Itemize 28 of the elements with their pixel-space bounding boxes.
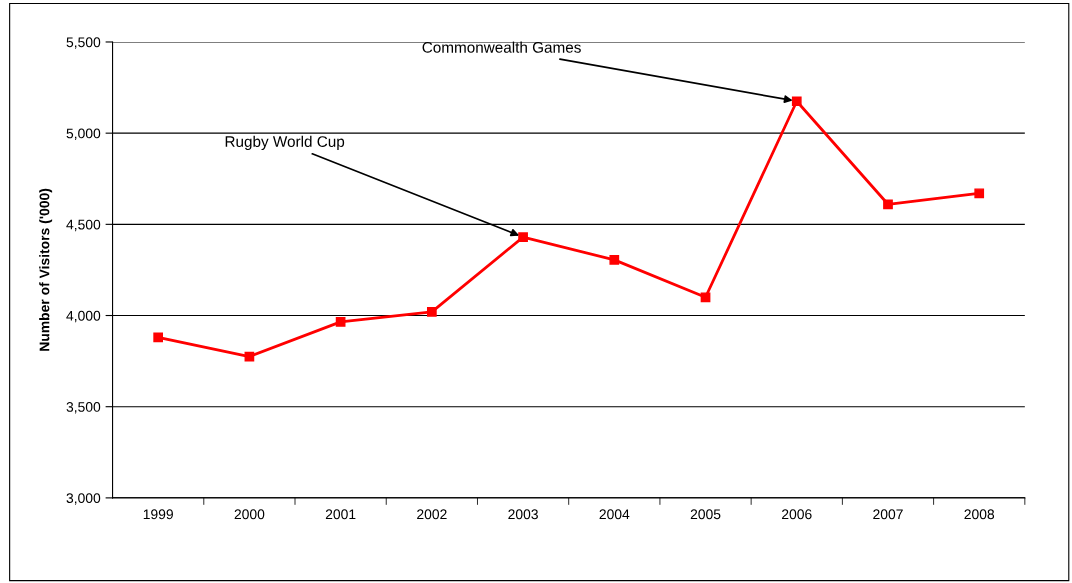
annotation: Commonwealth Games — [422, 41, 581, 53]
annotation: Rugby World Cup — [225, 135, 345, 150]
point — [518, 232, 528, 242]
y-tick-label: 3,000 — [66, 493, 101, 505]
x-tick-label: 2007 — [873, 509, 903, 520]
x-tick-label: 2002 — [417, 509, 447, 520]
y-tick-label: 3,500 — [66, 402, 101, 414]
y-tick-label: 4,500 — [66, 219, 101, 232]
x-tick-label: 1999 — [143, 509, 173, 520]
point — [974, 188, 985, 199]
point — [153, 332, 164, 343]
y-tick-label: 5,500 — [66, 37, 101, 49]
point — [335, 317, 346, 327]
point — [700, 292, 711, 303]
y-tick-label: 4,000 — [66, 310, 101, 323]
x-tick-label: 2003 — [508, 509, 538, 520]
x-tick-label: 2001 — [325, 509, 356, 520]
y-tick-label: 5,000 — [66, 128, 101, 140]
point — [883, 199, 893, 210]
point — [609, 255, 620, 265]
y-axis-title: Number of Visitors ('000) — [39, 188, 53, 351]
point — [791, 96, 802, 107]
point — [426, 307, 437, 317]
x-tick-label: 2008 — [964, 509, 995, 520]
x-tick-label: 2004 — [599, 509, 630, 520]
x-tick-label: 2000 — [234, 509, 265, 520]
x-tick-label: 2005 — [690, 509, 721, 520]
x-tick-label: 2006 — [782, 509, 812, 520]
